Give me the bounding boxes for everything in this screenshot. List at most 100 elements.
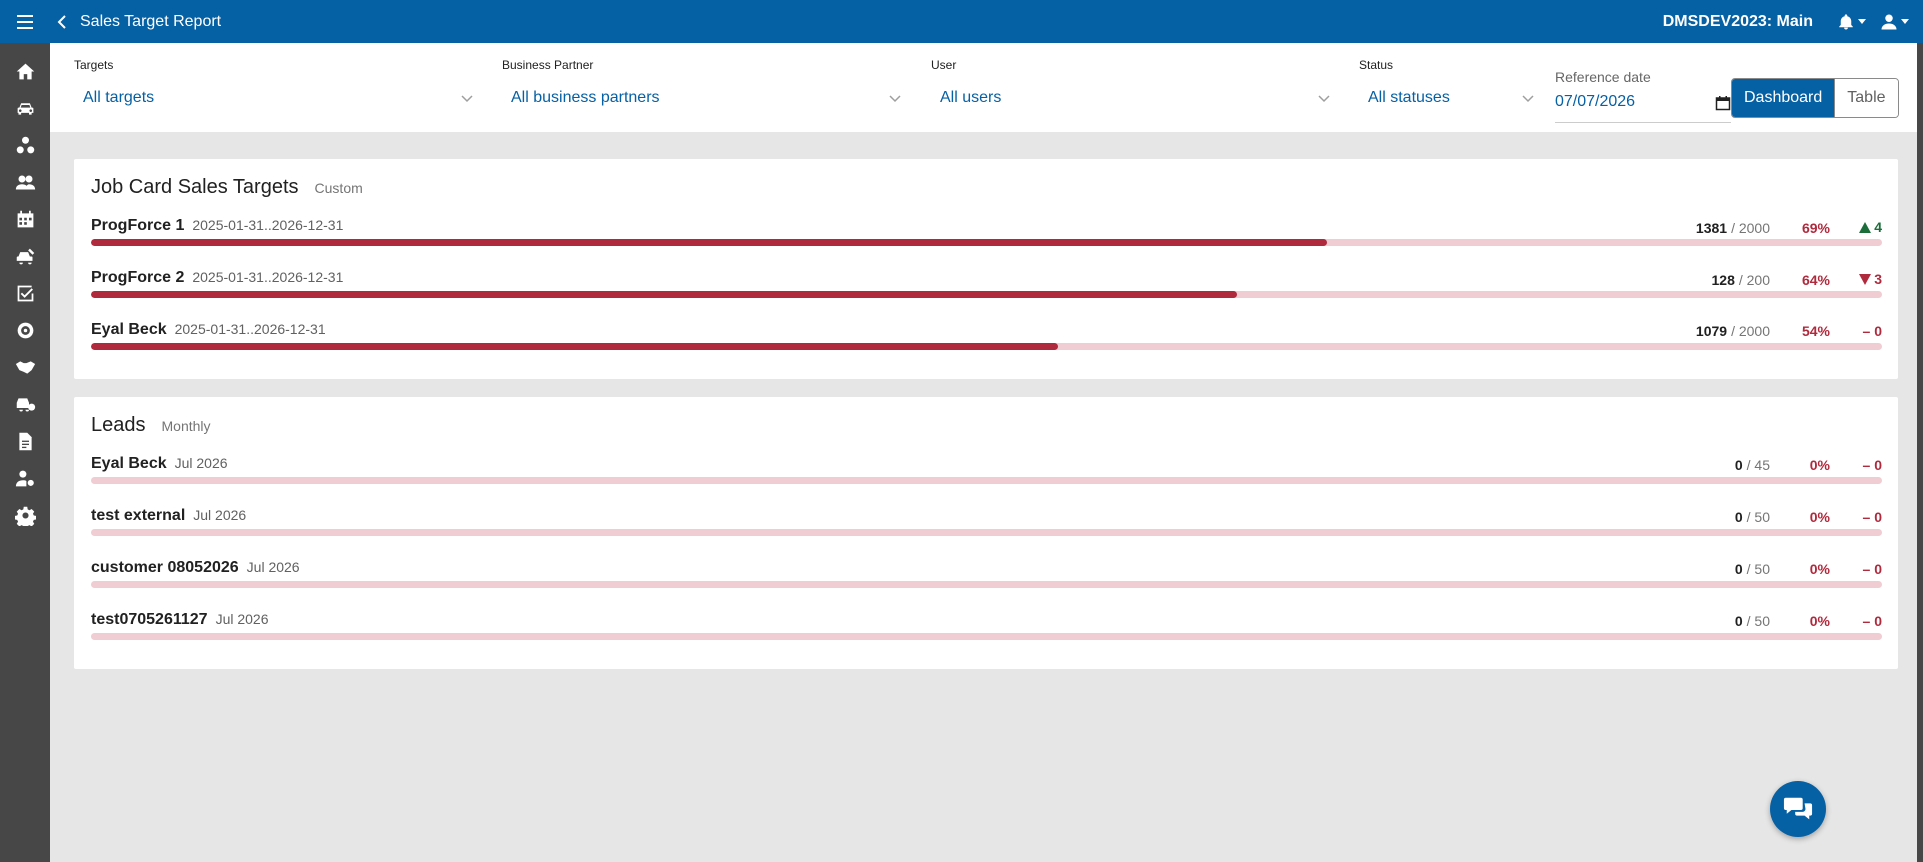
row-target: / 2000	[1731, 219, 1770, 236]
row-percent: 0%	[1809, 561, 1830, 577]
row-period: 2025-01-31..2026-12-31	[174, 321, 326, 337]
row-period: 2025-01-31..2026-12-31	[192, 217, 344, 233]
filter-bar: Targets All targets Business Partner All…	[50, 43, 1917, 132]
status-filter-label: Status	[1359, 58, 1394, 72]
user-select[interactable]: All users	[931, 85, 1331, 111]
reference-date-label: Reference date	[1555, 69, 1651, 85]
back-chevron-icon[interactable]	[52, 0, 72, 43]
sidebar-item-deals[interactable]	[0, 349, 50, 386]
target-row[interactable]: ProgForce 2 2025-01-31..2026-12-31 128 / …	[91, 269, 1882, 309]
top-bar: Sales Target Report DMSDEV2023: Main	[0, 0, 1923, 43]
progress-track	[91, 343, 1882, 350]
row-value: 1381	[1695, 219, 1728, 236]
chat-button[interactable]	[1770, 781, 1826, 837]
document-icon	[18, 432, 32, 451]
sidebar-item-calendar[interactable]	[0, 201, 50, 238]
chevron-down-icon	[461, 95, 473, 103]
row-name: test external	[91, 507, 186, 524]
bell-icon	[1839, 13, 1853, 29]
dashboard-view-button[interactable]: Dashboard	[1732, 79, 1835, 117]
task-check-icon	[17, 285, 33, 302]
parts-icon	[16, 136, 34, 154]
progress-fill	[91, 239, 1327, 246]
chevron-down-icon	[1858, 19, 1866, 24]
target-row[interactable]: ProgForce 1 2025-01-31..2026-12-31 1381 /…	[91, 217, 1882, 257]
trend-down-icon	[1859, 273, 1872, 285]
target-row[interactable]: Eyal Beck 2025-01-31..2026-12-31 1079 / 2…	[91, 321, 1882, 361]
sidebar-item-documents[interactable]	[0, 423, 50, 460]
status-select-value: All statuses	[1368, 89, 1450, 106]
view-toggle: Dashboard Table	[1731, 78, 1899, 118]
progress-track	[91, 477, 1882, 484]
row-period: 2025-01-31..2026-12-31	[192, 269, 344, 285]
sidebar-item-tires[interactable]	[0, 312, 50, 349]
sidebar-item-settings[interactable]	[0, 497, 50, 534]
row-target: / 45	[1746, 457, 1770, 473]
row-target: / 50	[1746, 509, 1770, 525]
chevron-down-icon	[889, 95, 901, 103]
sidebar-item-vehicles[interactable]	[0, 90, 50, 127]
progress-track	[91, 529, 1882, 536]
business-partner-select-value: All business partners	[511, 89, 660, 106]
row-target: / 50	[1746, 561, 1770, 577]
user-menu-button[interactable]	[1880, 13, 1909, 31]
progress-track	[91, 633, 1882, 640]
progress-fill	[91, 291, 1238, 298]
targets-select[interactable]: All targets	[74, 85, 474, 111]
card-subtitle: Monthly	[161, 418, 211, 434]
right-edge-strip	[1917, 43, 1923, 862]
row-period: Jul 2026	[215, 611, 269, 627]
sidebar-item-home[interactable]	[0, 53, 50, 90]
user-icon	[1881, 14, 1897, 29]
target-row[interactable]: customer 08052026 Jul 2026 0 / 50 0% – 0	[91, 559, 1882, 599]
row-value: 0	[1734, 561, 1743, 577]
row-name: ProgForce 1	[91, 217, 185, 234]
business-partner-select[interactable]: All business partners	[502, 85, 902, 111]
progress-track	[91, 581, 1882, 588]
card-subtitle: Custom	[314, 180, 363, 196]
sidebar-item-customers[interactable]	[0, 164, 50, 201]
user-filter-label: User	[931, 58, 957, 72]
chat-icon	[1783, 797, 1813, 820]
targets-filter-label: Targets	[74, 58, 114, 72]
status-select[interactable]: All statuses	[1359, 85, 1535, 111]
reference-date-value: 07/07/2026	[1555, 93, 1636, 110]
row-value: 1079	[1695, 323, 1728, 339]
row-period: Jul 2026	[193, 507, 247, 523]
reference-date-input[interactable]: 07/07/2026	[1555, 93, 1731, 123]
target-row[interactable]: Eyal Beck Jul 2026 0 / 45 0% – 0	[91, 455, 1882, 495]
target-row[interactable]: test0705261127 Jul 2026 0 / 50 0% – 0	[91, 611, 1882, 651]
row-trend: – 0	[1862, 509, 1882, 525]
chevron-down-icon	[1522, 95, 1534, 103]
row-trend: – 0	[1862, 457, 1882, 473]
notifications-button[interactable]	[1837, 13, 1866, 31]
hamburger-menu-icon[interactable]	[0, 0, 50, 43]
chevron-down-icon	[1901, 19, 1909, 24]
sidebar	[0, 43, 50, 862]
row-percent: 54%	[1801, 323, 1830, 339]
row-percent: 0%	[1809, 457, 1830, 473]
row-value: 0	[1734, 509, 1743, 525]
card-header: Job Card Sales Targets Custom	[91, 176, 363, 199]
row-percent: 0%	[1809, 509, 1830, 525]
sidebar-item-user-management[interactable]	[0, 460, 50, 497]
business-partner-filter-label: Business Partner	[502, 58, 594, 72]
leads-card: Leads Monthly Eyal Beck Jul 2026 0 / 45 0…	[74, 397, 1898, 669]
environment-name[interactable]: DMSDEV2023: Main	[1662, 12, 1813, 30]
target-row[interactable]: test external Jul 2026 0 / 50 0% – 0	[91, 507, 1882, 547]
row-value: 128	[1711, 271, 1735, 288]
targets-select-value: All targets	[83, 89, 155, 106]
table-view-button[interactable]: Table	[1834, 79, 1898, 117]
sidebar-item-tasks[interactable]	[0, 275, 50, 312]
sidebar-item-service[interactable]	[0, 238, 50, 275]
job-card-sales-targets-card: Job Card Sales Targets Custom ProgForce …	[74, 159, 1898, 379]
row-trend: – 0	[1862, 561, 1882, 577]
sidebar-item-fleet[interactable]	[0, 386, 50, 423]
sidebar-item-parts[interactable]	[0, 127, 50, 164]
row-target: / 2000	[1731, 323, 1770, 339]
row-target: / 50	[1746, 613, 1770, 629]
progress-fill	[91, 343, 1059, 350]
row-value: 0	[1734, 613, 1743, 629]
calendar-icon[interactable]	[1715, 95, 1731, 111]
user-select-value: All users	[940, 89, 1002, 106]
